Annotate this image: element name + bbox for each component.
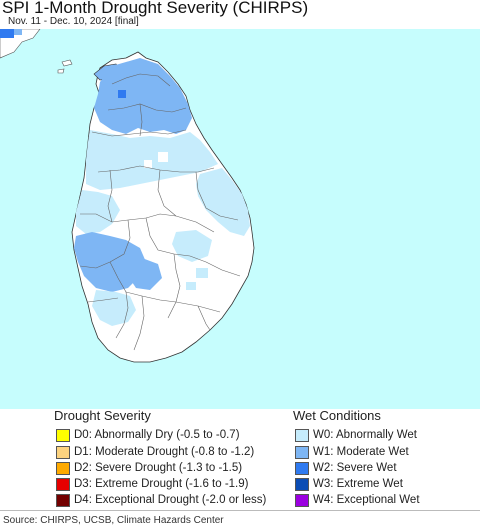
india-wet-patch: [0, 29, 14, 38]
wet-areas: [74, 58, 250, 326]
legend-item-d4: D4: Exceptional Drought (-2.0 or less): [56, 493, 266, 507]
w1-north: [94, 58, 192, 134]
legend-item-w0: W0: Abnormally Wet: [295, 428, 417, 442]
legend-label-w0: W0: Abnormally Wet: [313, 429, 417, 441]
map-subtitle: Nov. 11 - Dec. 10, 2024 [final]: [8, 16, 139, 27]
india-wet-patch-2: [14, 29, 22, 35]
legend-swatch-d3: [56, 477, 70, 491]
w0-east: [196, 168, 250, 236]
legend-swatch-d2: [56, 461, 70, 475]
legend-swatch-d1: [56, 445, 70, 459]
legend-swatch-d0: [56, 428, 70, 442]
w0-central: [172, 230, 212, 262]
legend-swatch-d4: [56, 493, 70, 507]
legend-label-w4: W4: Exceptional Wet: [313, 494, 420, 506]
legend-item-d0: D0: Abnormally Dry (-0.5 to -0.7): [56, 428, 240, 442]
w0-patch: [158, 152, 168, 162]
island: [61, 59, 73, 67]
map-title: SPI 1-Month Drought Severity (CHIRPS): [2, 0, 309, 17]
w0-patch: [186, 282, 196, 290]
w0-south-west: [92, 290, 136, 326]
legend-item-d1: D1: Moderate Drought (-0.8 to -1.2): [56, 445, 254, 459]
legend-item-d3: D3: Extreme Drought (-1.6 to -1.9): [56, 477, 248, 491]
wet-legend-title: Wet Conditions: [293, 408, 381, 423]
legend-label-w1: W1: Moderate Wet: [313, 446, 409, 458]
w2-north: [118, 90, 126, 98]
legend-label-w2: W2: Severe Wet: [313, 462, 397, 474]
legend-item-w3: W3: Extreme Wet: [295, 477, 403, 491]
source-credit: Source: CHIRPS, UCSB, Climate Hazards Ce…: [3, 515, 224, 526]
legend-label-d0: D0: Abnormally Dry (-0.5 to -0.7): [74, 429, 240, 441]
w0-patch: [196, 268, 208, 278]
district-boundaries: [79, 73, 241, 351]
legend-item-w1: W1: Moderate Wet: [295, 445, 409, 459]
legend-swatch-w2: [295, 461, 309, 475]
legend-item-w2: W2: Severe Wet: [295, 461, 397, 475]
w1-central: [126, 258, 162, 290]
legend-swatch-w4: [295, 493, 309, 507]
drought-map: [0, 29, 480, 409]
island: [57, 68, 65, 74]
drought-legend-title: Drought Severity: [54, 408, 151, 423]
legend-item-w4: W4: Exceptional Wet: [295, 493, 420, 507]
legend-label-d4: D4: Exceptional Drought (-2.0 or less): [74, 494, 267, 506]
legend-label-d3: D3: Extreme Drought (-1.6 to -1.9): [74, 478, 249, 490]
legend-item-d2: D2: Severe Drought (-1.3 to -1.5): [56, 461, 242, 475]
legend-label-d2: D2: Severe Drought (-1.3 to -1.5): [74, 462, 243, 474]
legend-label-d1: D1: Moderate Drought (-0.8 to -1.2): [74, 446, 255, 458]
legend-swatch-w3: [295, 477, 309, 491]
legend-swatch-w0: [295, 428, 309, 442]
footer-divider: [0, 510, 480, 511]
w0-patch: [144, 160, 152, 168]
legend-label-w3: W3: Extreme Wet: [313, 478, 403, 490]
legend-swatch-w1: [295, 445, 309, 459]
